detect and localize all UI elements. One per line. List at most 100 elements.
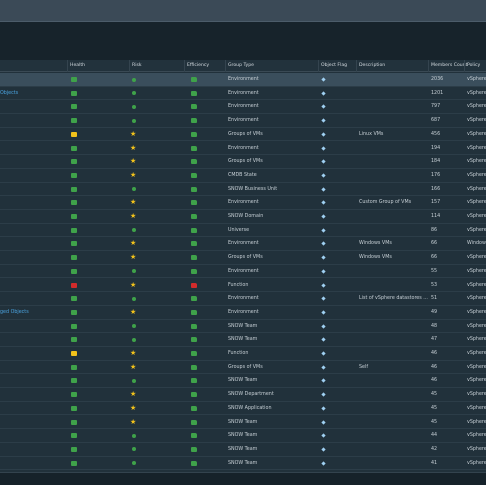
table-row[interactable]: ★ SNOW Domain 114 vSphere: [0, 210, 486, 224]
group-type-cell: Universe: [228, 227, 250, 233]
table-row[interactable]: Environment 55 vSphere: [0, 265, 486, 279]
risk-icon: ★: [130, 307, 137, 316]
table-row[interactable]: ★ Groups of VMs Self 46 vSphere: [0, 361, 486, 375]
description-cell: Windows VMs: [359, 241, 392, 247]
efficiency-badge-icon: [191, 77, 197, 82]
column-header-risk[interactable]: Risk: [129, 60, 166, 72]
risk-icon: [132, 337, 136, 342]
members-count-cell: 42: [431, 446, 438, 452]
group-type-cell: Environment: [228, 309, 259, 315]
risk-icon: [132, 324, 136, 329]
efficiency-badge-icon: [191, 118, 197, 124]
members-count-cell: 86: [431, 227, 438, 233]
table-row[interactable]: Environment 687 vSphere: [0, 114, 486, 128]
table-row[interactable]: SNOW Team 44 vSphere: [0, 429, 486, 443]
health-badge-icon: [71, 268, 77, 274]
group-type-cell: Environment: [228, 241, 259, 247]
object-flag-icon: [321, 91, 326, 96]
members-count-cell: 45: [431, 419, 438, 425]
object-flag-icon: [321, 214, 326, 219]
policy-cell: vSphere: [467, 296, 486, 302]
table-row[interactable]: SNOW Team 42 vSphere: [0, 443, 486, 457]
column-header-members-count[interactable]: Members Count: [428, 60, 467, 72]
group-name-link[interactable]: ged Objects: [0, 309, 29, 315]
table-row[interactable]: ★ Groups of VMs Windows VMs 66 vSphere: [0, 251, 486, 265]
object-flag-icon: [321, 200, 326, 205]
policy-cell: vSphere: [467, 282, 486, 288]
column-header-policy[interactable]: Policy: [464, 60, 486, 72]
object-flag-icon: [321, 296, 326, 301]
group-type-cell: Groups of VMs: [228, 255, 263, 261]
column-header-name[interactable]: [0, 60, 47, 72]
column-header-description[interactable]: Description: [356, 60, 428, 72]
policy-cell: vSphere: [467, 446, 486, 452]
health-badge-icon: [71, 241, 77, 247]
policy-cell: vSphere: [467, 392, 486, 398]
table-row[interactable]: ★ SNOW Team 45 vSphere: [0, 416, 486, 430]
policy-cell: vSphere: [467, 419, 486, 425]
column-header-health[interactable]: Health: [67, 60, 105, 72]
column-header-object-flag[interactable]: Object Flag: [318, 60, 355, 72]
health-badge-icon: [71, 118, 77, 124]
object-flag-icon: [321, 159, 326, 164]
table-row[interactable]: SNOW Team 46 vSphere: [0, 374, 486, 389]
health-badge-icon: [71, 186, 77, 192]
object-flag-icon: [321, 173, 326, 178]
health-badge-icon: [71, 405, 77, 411]
risk-icon: ★: [130, 417, 137, 426]
efficiency-badge-icon: [191, 159, 197, 165]
column-header-group-type[interactable]: Group Type: [225, 60, 318, 72]
efficiency-badge-icon: [191, 200, 197, 206]
table-row[interactable]: ★ Environment 194 vSphere: [0, 142, 486, 156]
group-type-cell: SNOW Team: [228, 433, 258, 439]
policy-cell: vSphere: [467, 255, 486, 261]
table-row[interactable]: ★ Function 53 vSphere: [0, 279, 486, 293]
table-row[interactable]: Environment List of vSphere datastores ..…: [0, 292, 486, 306]
table-row[interactable]: Environment 2036 vSphere: [0, 73, 486, 87]
group-type-cell: SNOW Team: [228, 323, 258, 329]
table-row[interactable]: ★ SNOW Department 45 vSphere: [0, 388, 486, 402]
table-row[interactable]: ★ Environment Windows VMs 66 Window: [0, 237, 486, 252]
health-badge-icon: [71, 351, 77, 356]
members-count-cell: 46: [431, 364, 438, 370]
table-row[interactable]: ★ Groups of VMs Linux VMs 456 vSphere: [0, 128, 486, 142]
group-type-cell: Environment: [228, 104, 259, 110]
health-badge-icon: [71, 460, 77, 466]
policy-cell: vSphere: [467, 159, 486, 165]
members-count-cell: 114: [431, 214, 441, 219]
table-row[interactable]: SNOW Team 48 vSphere: [0, 320, 486, 334]
group-name-link[interactable]: Objects: [0, 90, 19, 96]
health-badge-icon: [71, 296, 77, 302]
table-row[interactable]: ged Objects ★ Environment 49 vSphere: [0, 306, 486, 320]
policy-cell: vSphere: [467, 378, 486, 384]
risk-icon: ★: [130, 170, 137, 179]
policy-cell: vSphere: [467, 227, 486, 233]
description-cell: Windows VMs: [359, 255, 392, 261]
table-row[interactable]: ★ CMDB State 176 vSphere: [0, 169, 486, 183]
custom-groups-grid: Health Risk Efficiency Group Type Object…: [0, 60, 486, 472]
table-row[interactable]: ★ Environment Custom Group of VMs 157 vSpher…: [0, 196, 486, 210]
object-flag-icon: [321, 310, 326, 315]
efficiency-badge-icon: [191, 323, 197, 329]
risk-icon: [132, 378, 136, 383]
table-row[interactable]: Environment 797 vSphere: [0, 100, 486, 115]
health-badge-icon: [71, 159, 77, 165]
table-row[interactable]: SNOW Team 47 vSphere: [0, 333, 486, 347]
table-row[interactable]: SNOW Team 41 vSphere: [0, 457, 486, 471]
table-row[interactable]: ★ Groups of VMs 184 vSphere: [0, 155, 486, 169]
efficiency-badge-icon: [191, 255, 197, 261]
column-header-efficiency[interactable]: Efficiency: [184, 60, 224, 72]
table-row[interactable]: SNOW Business Unit 166 vSphere: [0, 183, 486, 197]
efficiency-badge-icon: [191, 214, 197, 219]
object-flag-icon: [321, 447, 326, 452]
efficiency-badge-icon: [191, 282, 197, 288]
efficiency-badge-icon: [191, 131, 197, 137]
table-row[interactable]: Objects Environment 1201 vSphere: [0, 87, 486, 101]
efficiency-badge-icon: [191, 351, 197, 356]
efficiency-badge-icon: [191, 241, 197, 247]
table-row[interactable]: Universe 86 vSphere: [0, 224, 486, 238]
table-row[interactable]: ★ SNOW Application 45 vSphere: [0, 402, 486, 416]
health-badge-icon: [71, 378, 77, 384]
policy-cell: vSphere: [467, 460, 486, 466]
table-row[interactable]: ★ Function 46 vSphere: [0, 347, 486, 361]
